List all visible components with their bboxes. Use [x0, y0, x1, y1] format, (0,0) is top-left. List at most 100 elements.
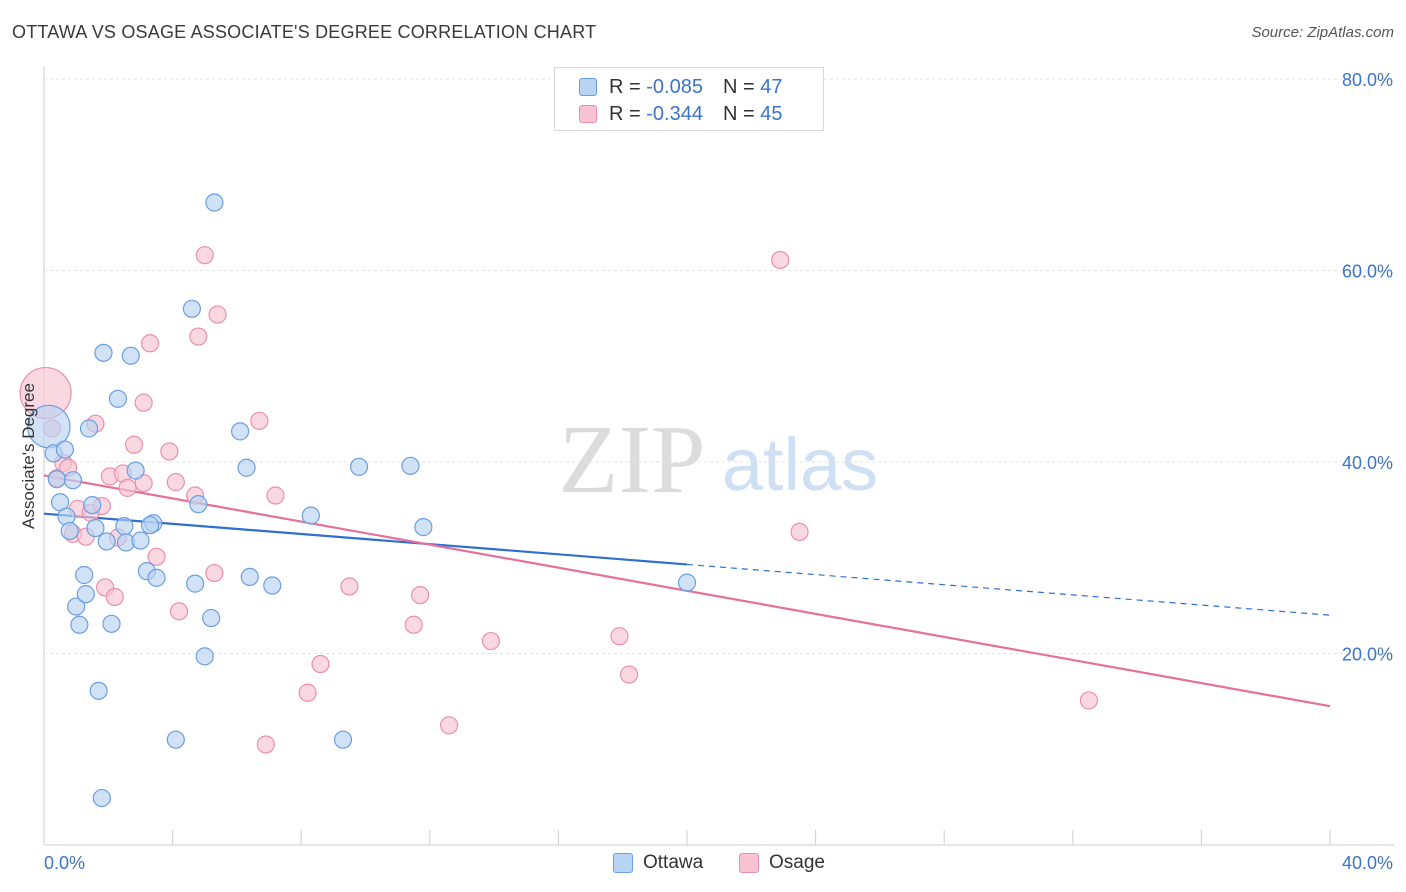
osage-point	[610, 627, 629, 646]
legend-item-osage: Osage	[739, 852, 825, 874]
osage-point	[124, 435, 144, 454]
osage-point	[105, 587, 124, 607]
ottawa-point	[126, 461, 145, 480]
ottawa-swatch	[579, 78, 597, 96]
ottawa-point	[108, 389, 128, 408]
ottawa-point	[333, 730, 353, 749]
osage-point	[340, 577, 359, 596]
ottawa-point	[67, 597, 86, 616]
ottawa-legend-swatch	[613, 853, 633, 873]
legend-item-ottawa: Ottawa	[613, 852, 703, 874]
ottawa-point	[401, 456, 420, 475]
osage-point	[620, 665, 639, 684]
osage-point	[160, 442, 179, 461]
ottawa-point	[140, 516, 160, 535]
ottawa-point	[115, 517, 134, 536]
osage-point	[790, 522, 809, 541]
osage-point	[771, 250, 790, 270]
ottawa-point	[186, 574, 205, 593]
y-axis-label: Associate's Degree	[19, 383, 38, 529]
ottawa-point	[94, 343, 113, 362]
osage-point	[140, 334, 160, 353]
osage-point	[205, 563, 224, 583]
osage-r-value: -0.344	[646, 102, 703, 125]
y-tick-label: 40.0%	[1342, 453, 1393, 473]
osage-point	[481, 631, 500, 651]
ottawa-point	[202, 608, 221, 628]
ottawa-point	[75, 565, 94, 585]
series-legend: Ottawa Osage	[0, 852, 1406, 878]
ottawa-point	[102, 614, 121, 633]
osage-point	[266, 486, 285, 505]
ottawa-point	[70, 615, 89, 634]
ottawa-point	[263, 576, 282, 595]
osage-point	[311, 654, 330, 674]
ottawa-point	[189, 495, 208, 514]
osage-point	[189, 327, 208, 346]
osage-point	[208, 305, 227, 324]
ottawa-point	[55, 440, 74, 459]
osage-legend-swatch	[739, 853, 759, 873]
r-label: R =	[609, 102, 647, 125]
x-tick-label-min: 0.0%	[44, 853, 85, 873]
ottawa-point	[79, 419, 99, 438]
ottawa-point	[677, 573, 697, 592]
ottawa-point	[147, 568, 166, 587]
watermark-atlas: atlas	[722, 423, 878, 506]
ottawa-point	[83, 495, 102, 515]
osage-point	[439, 716, 459, 735]
n-label: N =	[722, 102, 761, 125]
osage-point	[250, 411, 269, 430]
ottawa-point	[205, 193, 224, 212]
osage-point	[404, 615, 423, 634]
source-credit: Source: ZipAtlas.com	[1251, 24, 1394, 41]
watermark-zip: ZIP	[559, 406, 706, 514]
ottawa-n-value: 47	[760, 75, 783, 98]
x-tick-label-max: 40.0%	[1342, 853, 1393, 873]
chart-title: OTTAWA VS OSAGE ASSOCIATE'S DEGREE CORRE…	[12, 22, 597, 42]
ottawa-point	[97, 532, 116, 551]
osage-point	[147, 547, 166, 566]
osage-n-value: 45	[760, 102, 783, 125]
legend-row-osage: R = -0.344 N = 45	[579, 102, 782, 126]
ottawa-point	[301, 506, 320, 525]
ottawa-point	[86, 518, 105, 538]
ottawa-trend-projection	[686, 563, 1331, 616]
ottawa-point	[47, 470, 66, 489]
data-points	[19, 193, 1098, 808]
osage-point	[195, 246, 214, 265]
ottawa-point	[60, 521, 79, 541]
ottawa-point	[231, 422, 250, 441]
osage-point	[256, 735, 275, 754]
y-tick-label: 80.0%	[1342, 70, 1393, 90]
ottawa-point	[414, 518, 433, 537]
tick-labels: 20.0% 40.0% 60.0% 80.0% 0.0% 40.0%	[44, 70, 1393, 873]
osage-legend-label: Osage	[769, 852, 825, 873]
ottawa-point	[63, 471, 83, 490]
y-tick-label: 60.0%	[1342, 262, 1393, 282]
ottawa-legend-label: Ottawa	[643, 852, 704, 873]
osage-point	[118, 478, 137, 497]
ottawa-point	[131, 531, 150, 550]
osage-point	[134, 393, 153, 412]
correlation-legend: R = -0.085 N = 47 R = -0.344 N = 45	[554, 67, 824, 131]
osage-point	[166, 473, 185, 492]
ottawa-r-value: -0.085	[646, 75, 703, 98]
osage-point	[411, 585, 430, 605]
n-label: N =	[722, 75, 761, 98]
ottawa-point	[121, 346, 140, 365]
osage-swatch	[579, 105, 597, 123]
ottawa-point	[240, 567, 259, 587]
y-tick-label: 20.0%	[1342, 645, 1393, 665]
ottawa-point	[237, 458, 256, 477]
osage-point	[1079, 691, 1098, 710]
ottawa-point	[349, 457, 369, 476]
ottawa-point	[92, 788, 111, 808]
axes	[43, 66, 1394, 846]
grid-lines	[44, 78, 1394, 654]
ottawa-point	[76, 585, 95, 604]
ottawa-point	[166, 730, 185, 749]
legend-row-ottawa: R = -0.085 N = 47	[579, 75, 782, 99]
ottawa-point	[89, 681, 108, 700]
